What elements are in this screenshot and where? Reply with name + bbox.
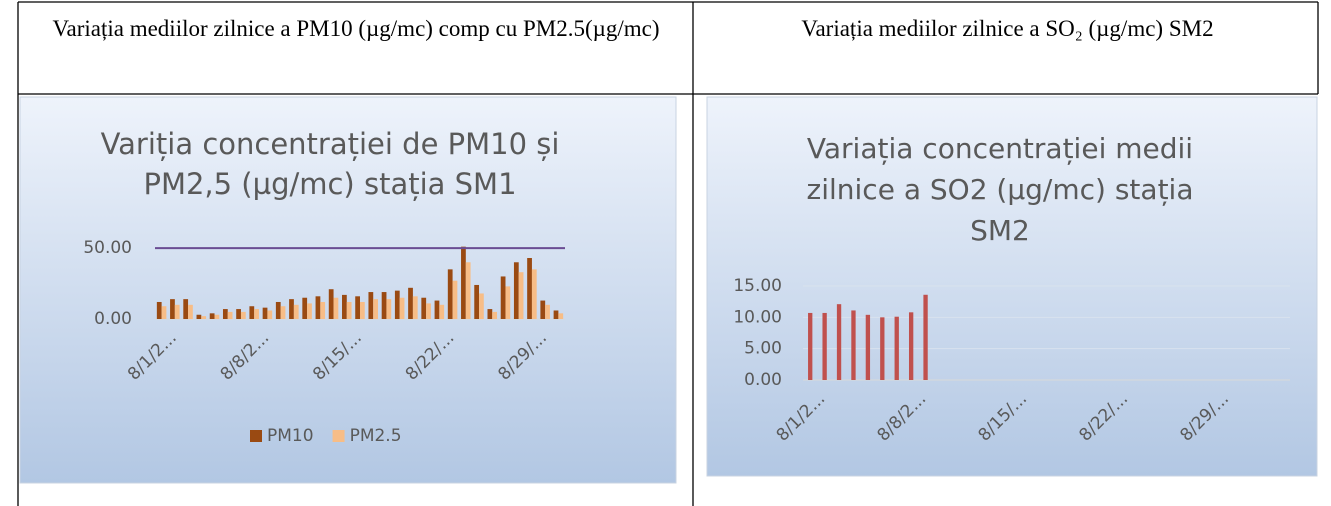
bar: [386, 299, 392, 319]
y-tick-label: 10.00: [733, 307, 782, 327]
bar: [540, 300, 546, 319]
bar: [492, 311, 498, 319]
bar: [174, 304, 180, 319]
chart-background: [19, 96, 677, 484]
bar: [346, 301, 352, 319]
bar: [836, 304, 842, 380]
bar: [894, 316, 899, 380]
bar: [240, 311, 246, 319]
chart-title: Variația concentrației medii zilnice a S…: [806, 132, 1194, 247]
bar: [302, 297, 308, 319]
bar: [923, 294, 928, 380]
bar: [328, 289, 334, 319]
bar: [479, 293, 484, 319]
bar: [183, 299, 189, 319]
bar: [368, 292, 374, 319]
bar: [394, 290, 400, 319]
bar: [434, 300, 440, 319]
y-tick-label: 50.00: [83, 238, 132, 258]
bar: [188, 304, 193, 319]
bar: [254, 309, 259, 319]
y-tick-label: 0.00: [744, 370, 782, 390]
bar: [461, 246, 466, 319]
y-tick-label: 5.00: [744, 339, 782, 359]
bar: [201, 316, 207, 319]
bar: [170, 299, 175, 319]
bar: [553, 310, 559, 319]
bar: [518, 272, 524, 319]
bar: [527, 258, 532, 319]
bar: [381, 292, 387, 319]
bar: [214, 314, 220, 319]
bar: [505, 286, 511, 319]
bar: [249, 306, 255, 319]
legend-label: PM2.5: [350, 426, 402, 446]
chart-title: Variția concentrației de PM10 și PM2,5 (…: [100, 127, 560, 201]
bar: [439, 304, 445, 319]
table-borders: [17, 1, 1319, 506]
header-cell: Variația mediilor zilnice a SO₂ (µg/mc) …: [801, 16, 1214, 41]
bar: [293, 304, 299, 319]
bar: [222, 309, 228, 319]
bar: [558, 313, 564, 319]
bar: [161, 306, 167, 319]
legend-swatch: [250, 430, 262, 442]
bar: [360, 301, 365, 319]
bar: [373, 299, 378, 319]
header-cell: Variația mediilor zilnice a PM10 (µg/mc)…: [52, 16, 660, 41]
bar: [851, 310, 856, 380]
bar: [156, 301, 162, 319]
legend-label: PM10: [267, 426, 314, 446]
bar: [487, 309, 493, 319]
bar: [333, 297, 339, 319]
bar: [865, 314, 871, 380]
bar: [289, 299, 294, 319]
bar: [426, 303, 431, 319]
bar: [545, 304, 550, 319]
bar: [196, 314, 202, 319]
bar: [275, 301, 281, 319]
bar: [808, 312, 813, 380]
bar: [500, 276, 506, 319]
bar: [399, 297, 405, 319]
bar: [267, 310, 273, 319]
bar: [209, 313, 215, 319]
bar: [531, 269, 537, 319]
bar: [227, 311, 233, 319]
bar: [421, 297, 427, 319]
bar: [280, 306, 286, 319]
bar: [315, 296, 321, 319]
y-tick-label: 0.00: [94, 309, 132, 329]
bar: [880, 317, 885, 380]
bar: [355, 296, 360, 319]
bar: [236, 309, 241, 319]
y-tick-label: 15.00: [733, 276, 782, 296]
bar: [412, 296, 418, 319]
bar: [513, 262, 519, 319]
bar: [342, 294, 347, 319]
bar: [452, 280, 458, 319]
bar: [474, 284, 480, 319]
bar: [822, 312, 827, 380]
bar: [465, 262, 471, 319]
bar: [447, 269, 453, 319]
legend-swatch: [332, 430, 345, 442]
bar: [908, 312, 914, 380]
bar: [307, 303, 312, 319]
bar: [320, 301, 326, 319]
bar: [408, 287, 413, 319]
bar: [262, 307, 268, 319]
